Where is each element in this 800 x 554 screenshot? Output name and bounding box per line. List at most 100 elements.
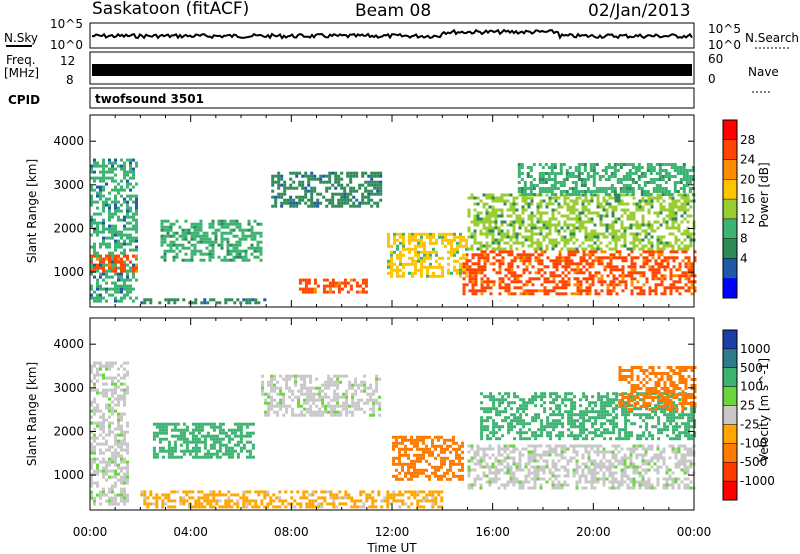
heatmap-cell bbox=[602, 214, 606, 218]
heatmap-cell bbox=[178, 249, 182, 253]
heatmap-cell bbox=[428, 490, 432, 494]
heatmap-cell bbox=[343, 278, 347, 282]
heatmap-cell bbox=[241, 237, 245, 241]
heatmap-cell bbox=[596, 202, 600, 206]
heatmap-cell bbox=[612, 277, 616, 281]
heatmap-cell bbox=[654, 259, 658, 263]
heatmap-cell bbox=[303, 398, 307, 402]
heatmap-cell bbox=[657, 268, 661, 272]
heatmap-cell bbox=[476, 241, 480, 245]
heatmap-cell bbox=[226, 222, 230, 226]
heatmap-cell bbox=[163, 258, 167, 262]
heatmap-cell bbox=[467, 444, 471, 448]
heatmap-cell bbox=[270, 395, 274, 399]
heatmap-cell bbox=[686, 196, 690, 200]
heatmap-cell bbox=[108, 415, 111, 419]
heatmap-cell bbox=[238, 255, 242, 259]
heatmap-cell bbox=[280, 204, 284, 208]
heatmap-cell bbox=[688, 175, 692, 178]
heatmap-cell bbox=[629, 211, 633, 215]
heatmap-cell bbox=[120, 188, 123, 192]
heatmap-cell bbox=[152, 431, 156, 435]
heatmap-cell bbox=[594, 259, 598, 263]
heatmap-cell bbox=[251, 422, 255, 426]
heatmap-cell bbox=[536, 208, 540, 212]
heatmap-cell bbox=[609, 268, 613, 272]
heatmap-cell bbox=[673, 184, 677, 187]
heatmap-cell bbox=[480, 286, 484, 290]
heatmap-cell bbox=[242, 502, 246, 506]
heatmap-cell bbox=[641, 196, 645, 200]
heatmap-cell bbox=[595, 187, 599, 190]
heatmap-cell bbox=[525, 256, 529, 260]
heatmap-cell bbox=[114, 257, 117, 261]
heatmap-cell bbox=[618, 250, 622, 254]
heatmap-cell bbox=[482, 471, 486, 475]
heatmap-cell bbox=[342, 401, 346, 405]
heatmap-cell bbox=[498, 253, 502, 257]
heatmap-cell bbox=[595, 172, 599, 175]
heatmap-cell bbox=[437, 468, 440, 472]
heatmap-cell bbox=[531, 265, 535, 269]
heatmap-cell bbox=[455, 462, 458, 466]
heatmap-cell bbox=[437, 505, 441, 509]
heatmap-cell bbox=[117, 278, 120, 282]
heatmap-cell bbox=[256, 231, 260, 235]
heatmap-cell bbox=[461, 468, 464, 472]
heatmap-cell bbox=[114, 382, 117, 386]
heatmap-cell bbox=[625, 190, 629, 193]
heatmap-cell bbox=[650, 235, 654, 239]
heatmap-cell bbox=[639, 292, 643, 296]
heatmap-cell bbox=[345, 395, 349, 399]
heatmap-cell bbox=[232, 255, 236, 259]
heatmap-cell bbox=[467, 247, 471, 251]
heatmap-cell bbox=[348, 383, 352, 387]
heatmap-cell bbox=[498, 265, 502, 269]
heatmap-cell bbox=[485, 447, 489, 451]
heatmap-cell bbox=[443, 459, 446, 463]
heatmap-cell bbox=[206, 493, 210, 497]
heatmap-cell bbox=[512, 208, 516, 212]
heatmap-cell bbox=[318, 386, 322, 390]
heatmap-cell bbox=[187, 240, 191, 244]
heatmap-cell bbox=[669, 274, 673, 278]
heatmap-cell bbox=[96, 224, 99, 228]
heatmap-cell bbox=[582, 250, 586, 254]
heatmap-cell bbox=[120, 266, 123, 270]
heatmap-cell bbox=[671, 208, 675, 212]
heatmap-cell bbox=[506, 241, 510, 245]
heatmap-cell bbox=[123, 439, 126, 443]
heatmap-cell bbox=[542, 235, 546, 239]
heatmap-cell bbox=[656, 247, 660, 251]
heatmap-cell bbox=[497, 477, 501, 481]
heatmap-cell bbox=[548, 477, 552, 481]
heatmap-cell bbox=[580, 190, 584, 193]
heatmap-cell bbox=[179, 449, 183, 453]
heatmap-cell bbox=[199, 240, 203, 244]
heatmap-cell bbox=[668, 205, 672, 209]
heatmap-cell bbox=[657, 283, 661, 287]
heatmap-cell bbox=[278, 490, 282, 494]
heatmap-cell bbox=[587, 217, 591, 221]
heatmap-cell bbox=[244, 258, 248, 262]
heatmap-cell bbox=[273, 404, 277, 408]
heatmap-cell bbox=[527, 244, 531, 248]
heatmap-cell bbox=[660, 274, 664, 278]
heatmap-cell bbox=[582, 265, 586, 269]
heatmap-cell bbox=[633, 286, 637, 290]
heatmap-cell bbox=[683, 232, 687, 236]
heatmap-cell bbox=[611, 220, 615, 224]
heatmap-cell bbox=[586, 187, 590, 190]
heatmap-cell bbox=[609, 256, 613, 260]
heatmap-cell bbox=[313, 204, 317, 208]
heatmap-cell bbox=[482, 220, 486, 224]
heatmap-cell bbox=[99, 245, 102, 249]
heatmap-cell bbox=[90, 269, 93, 273]
heatmap-cell bbox=[102, 412, 105, 416]
heatmap-cell bbox=[536, 205, 540, 209]
heatmap-cell bbox=[93, 364, 96, 368]
heatmap-cell bbox=[370, 204, 374, 208]
heatmap-cell bbox=[111, 167, 114, 171]
heatmap-cell bbox=[117, 424, 120, 428]
heatmap-cell bbox=[215, 434, 219, 438]
